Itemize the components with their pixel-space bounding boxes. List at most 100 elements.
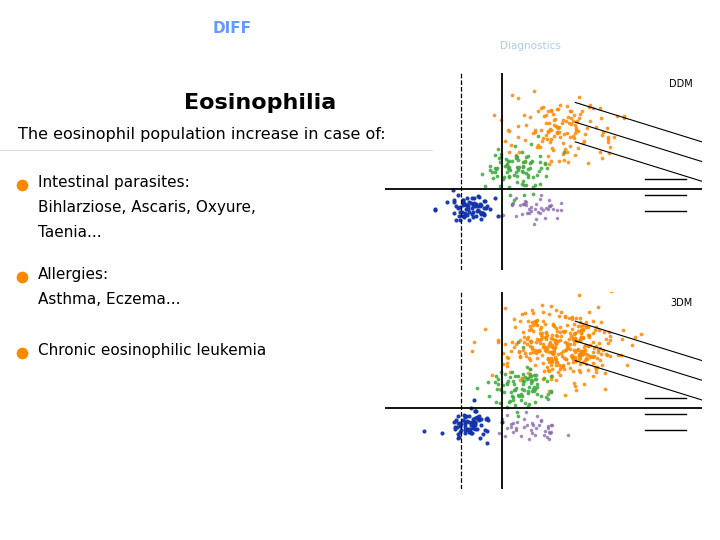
Point — [467, 200, 479, 209]
Point — [519, 399, 531, 408]
Point — [558, 156, 570, 164]
Point — [548, 349, 559, 358]
Point — [539, 427, 551, 435]
Point — [565, 332, 577, 340]
Point — [429, 206, 441, 214]
Point — [521, 198, 532, 206]
Point — [489, 151, 500, 159]
Point — [567, 314, 578, 323]
Point — [466, 429, 477, 438]
Point — [461, 194, 472, 202]
Point — [512, 133, 523, 141]
Point — [465, 429, 477, 438]
Point — [462, 424, 474, 433]
Point — [599, 369, 611, 377]
Point — [523, 383, 534, 391]
Point — [454, 202, 466, 211]
Point — [475, 200, 487, 209]
Point — [541, 332, 552, 341]
Point — [516, 390, 527, 399]
Point — [594, 104, 606, 112]
Point — [548, 205, 559, 213]
Point — [471, 202, 482, 211]
Point — [562, 339, 573, 347]
Point — [459, 429, 470, 437]
Point — [539, 333, 551, 342]
Point — [475, 215, 487, 224]
Point — [513, 392, 524, 400]
Point — [530, 371, 541, 380]
Point — [481, 439, 492, 448]
Point — [495, 368, 507, 377]
Point — [582, 331, 594, 340]
Point — [595, 113, 607, 122]
Point — [538, 430, 549, 439]
Point — [608, 132, 620, 141]
Point — [454, 208, 466, 217]
Point — [636, 330, 647, 339]
Point — [498, 349, 509, 357]
Point — [507, 367, 518, 376]
Point — [537, 103, 549, 112]
Point — [533, 167, 544, 176]
Point — [580, 354, 592, 362]
Point — [459, 420, 471, 428]
Point — [533, 140, 544, 149]
Point — [507, 199, 518, 207]
Point — [504, 191, 516, 199]
Point — [523, 316, 534, 325]
Point — [418, 427, 429, 436]
Point — [455, 426, 467, 435]
Point — [492, 380, 503, 388]
Point — [463, 216, 474, 225]
Point — [513, 347, 525, 356]
Point — [546, 357, 558, 366]
Point — [543, 195, 554, 204]
Point — [459, 208, 471, 217]
Point — [516, 147, 528, 156]
Point — [544, 338, 556, 347]
Point — [621, 361, 633, 370]
Point — [582, 333, 594, 342]
Point — [484, 392, 495, 400]
Point — [546, 360, 557, 369]
Point — [456, 198, 468, 207]
Point — [529, 384, 541, 393]
Point — [505, 157, 517, 166]
Point — [509, 142, 521, 151]
Point — [536, 329, 548, 338]
Text: Explore the future: Explore the future — [10, 521, 104, 531]
Point — [544, 342, 555, 350]
Point — [554, 312, 565, 320]
Point — [545, 386, 557, 395]
Point — [543, 427, 554, 436]
Text: Diagnostics: Diagnostics — [500, 41, 561, 51]
Point — [545, 302, 557, 310]
Point — [510, 167, 522, 176]
Point — [517, 380, 528, 388]
Point — [550, 354, 562, 363]
Point — [559, 327, 570, 335]
Point — [584, 117, 595, 125]
Point — [452, 412, 464, 421]
Point — [511, 171, 523, 180]
Point — [528, 371, 540, 380]
Point — [449, 425, 461, 434]
Point — [545, 157, 557, 165]
Point — [596, 361, 608, 370]
Point — [595, 350, 606, 359]
Point — [551, 105, 562, 113]
Point — [466, 210, 477, 218]
Point — [598, 346, 609, 354]
Point — [529, 126, 541, 134]
Point — [541, 432, 553, 441]
Point — [450, 215, 462, 224]
Point — [539, 158, 551, 167]
Point — [543, 387, 554, 395]
Point — [571, 117, 582, 126]
Point — [549, 343, 561, 352]
Point — [538, 340, 549, 348]
Point — [469, 417, 480, 426]
Point — [500, 432, 511, 441]
Point — [559, 354, 571, 363]
